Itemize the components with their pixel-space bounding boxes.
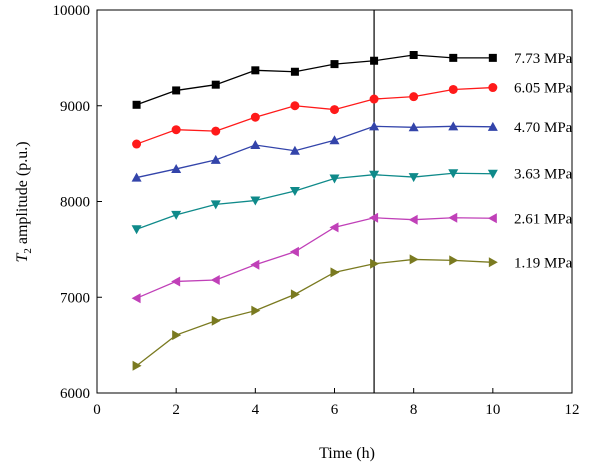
data-point (408, 122, 419, 132)
data-point (131, 293, 141, 304)
series-label: 3.63 MPa (514, 167, 573, 183)
data-point (369, 94, 379, 104)
y-tick-label: 9000 (60, 99, 90, 115)
series (131, 121, 498, 182)
data-point (330, 105, 339, 115)
data-point (329, 135, 340, 145)
y-tick-label: 10000 (53, 3, 91, 19)
data-point (330, 267, 340, 278)
x-tick-label: 10 (485, 402, 500, 418)
data-point (409, 92, 419, 102)
series-line (136, 54, 493, 106)
plot-area: 0 2 4 6 8 10 12 6000 7000 8000 9000 10000 (53, 3, 580, 418)
data-point (132, 360, 142, 371)
data-point (488, 53, 497, 62)
data-point (370, 56, 379, 65)
data-point (329, 174, 340, 184)
data-point (290, 289, 300, 300)
data-point (172, 330, 182, 341)
data-point (289, 186, 300, 196)
data-point (408, 214, 418, 225)
series-line (136, 172, 493, 230)
series (132, 83, 498, 149)
data-point (250, 112, 260, 122)
data-point (171, 276, 181, 287)
data-point (487, 121, 498, 131)
series-group (131, 51, 498, 371)
series (132, 51, 497, 109)
data-point (448, 121, 459, 131)
data-point (369, 121, 380, 131)
series-label: 6.05 MPa (514, 81, 573, 97)
data-point (330, 60, 339, 69)
data-point (210, 275, 220, 286)
data-point (290, 67, 299, 76)
y-tick-label: 8000 (60, 195, 90, 211)
data-point (210, 200, 221, 210)
data-point (289, 246, 299, 257)
data-point (171, 125, 181, 135)
series-label: 1.19 MPa (514, 255, 573, 271)
data-point (211, 80, 220, 89)
data-point (250, 196, 261, 206)
data-point (409, 51, 418, 60)
data-point (369, 212, 379, 223)
data-point (131, 225, 142, 235)
y-tick-label: 6000 (60, 386, 90, 402)
series-label: 2.61 MPa (514, 211, 573, 227)
x-axis-title: Time (h) (319, 445, 375, 462)
data-point (131, 172, 142, 182)
data-point (250, 140, 261, 150)
data-point (487, 213, 497, 224)
x-tick-label: 6 (331, 402, 339, 418)
data-point (132, 100, 141, 109)
data-point (449, 53, 458, 62)
x-tick-label: 2 (172, 402, 180, 418)
data-point (132, 139, 142, 149)
data-point (329, 222, 339, 233)
data-point (409, 254, 419, 265)
series-label-group: 7.73 MPa 6.05 MPa 4.70 MPa 3.63 MPa 2.61 MPa… (514, 51, 573, 271)
y-axis-title: T2 amplitude (p.u.) (14, 141, 34, 262)
data-point (251, 305, 261, 316)
y-axis-title-main: T (14, 253, 31, 263)
series-line (136, 125, 493, 179)
series (131, 212, 497, 304)
x-tick-label: 0 (93, 402, 101, 418)
x-tick-label: 8 (410, 402, 418, 418)
series-label: 7.73 MPa (514, 51, 573, 67)
data-point (210, 154, 221, 164)
data-point (448, 84, 458, 94)
data-point (211, 126, 221, 136)
x-tick-label: 4 (252, 402, 260, 418)
series-line (136, 86, 493, 145)
series (131, 169, 498, 235)
data-point (369, 170, 380, 180)
data-point (251, 66, 260, 75)
data-point (448, 212, 458, 223)
data-point (289, 145, 300, 155)
series-line (136, 258, 493, 367)
data-point (250, 259, 260, 270)
data-point (488, 257, 498, 268)
data-point (449, 255, 459, 266)
data-point (172, 86, 181, 95)
y-axis-title-rest: amplitude (p.u.) (14, 141, 31, 248)
series-label: 4.70 MPa (514, 120, 573, 136)
data-point (488, 83, 498, 93)
y-axis-title-subscript: 2 (22, 248, 34, 254)
data-point (370, 258, 380, 269)
data-point (487, 169, 498, 179)
data-point (408, 173, 419, 183)
data-point (171, 163, 182, 173)
series-line (136, 217, 493, 299)
data-point (448, 169, 459, 179)
x-tick-label: 12 (565, 402, 580, 418)
data-point (211, 315, 221, 326)
data-point (290, 101, 300, 111)
y-tick-label: 7000 (60, 290, 90, 306)
series (132, 254, 498, 371)
data-point (171, 210, 182, 220)
